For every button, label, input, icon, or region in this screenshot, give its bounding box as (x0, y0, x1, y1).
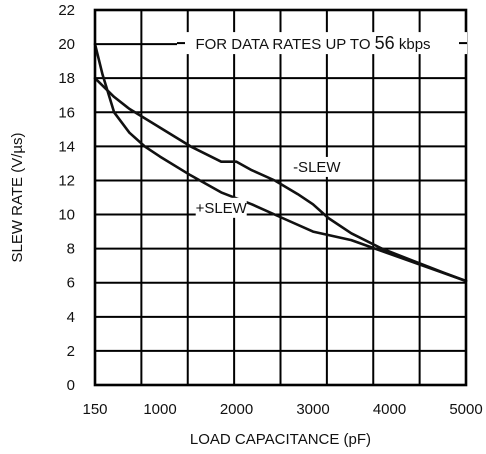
annotation-text: FOR DATA RATES UP TO 56 kbps (195, 33, 430, 53)
annotation-background (177, 32, 468, 55)
x-tick-label: 2000 (220, 401, 253, 418)
y-tick-label: 8 (67, 241, 75, 258)
series-layer (93, 42, 468, 283)
y-axis-title: SLEW RATE (V/µs) (9, 132, 26, 262)
series-line-minus-slew (93, 76, 468, 283)
x-axis-title: LOAD CAPACITANCE (pF) (190, 431, 371, 448)
frame-layer (93, 8, 468, 387)
y-tick-label: 12 (58, 172, 75, 189)
y-tick-label: 10 (58, 207, 75, 224)
x-tick-label: 150 (82, 401, 107, 418)
y-tick-label: 20 (58, 36, 75, 53)
y-tick-label: 0 (67, 377, 75, 394)
y-tick-label: 14 (58, 138, 75, 155)
series-label-background-plus-slew (195, 197, 247, 218)
y-tick-label: 2 (67, 343, 75, 360)
y-tick-label: 4 (67, 309, 75, 326)
y-tick-label: 18 (58, 70, 75, 87)
y-tick-label: 22 (58, 2, 75, 19)
annotation-suffix: kbps (395, 36, 431, 53)
x-tick-label: 1000 (143, 401, 176, 418)
series-line-plus-slew (93, 42, 468, 283)
series-label-plus-slew: +SLEW (196, 200, 248, 217)
x-tick-label: 3000 (296, 401, 329, 418)
annotation-number: 56 (375, 33, 395, 53)
tick-layer: 0 2 4 6 8 10 12 14 16 18 20 22 150 1000 2000 3000 4000 50… (58, 2, 482, 418)
y-tick-label: 16 (58, 104, 75, 121)
series-label-minus-slew: -SLEW (293, 159, 341, 176)
y-tick-label: 6 (67, 275, 75, 292)
label-layer: LOAD CAPACITANCE (pF) SLEW RATE (V/µs) (9, 132, 371, 448)
annotation-prefix: FOR DATA RATES UP TO (195, 36, 374, 53)
x-tick-label: 4000 (373, 401, 406, 418)
series-label-background-minus-slew (291, 156, 343, 177)
x-tick-label: 5000 (449, 401, 482, 418)
plot-frame (93, 8, 468, 387)
annotation-layer: FOR DATA RATES UP TO 56 kbps -SLEW +SLEW (177, 32, 468, 218)
grid-layer (95, 10, 466, 385)
